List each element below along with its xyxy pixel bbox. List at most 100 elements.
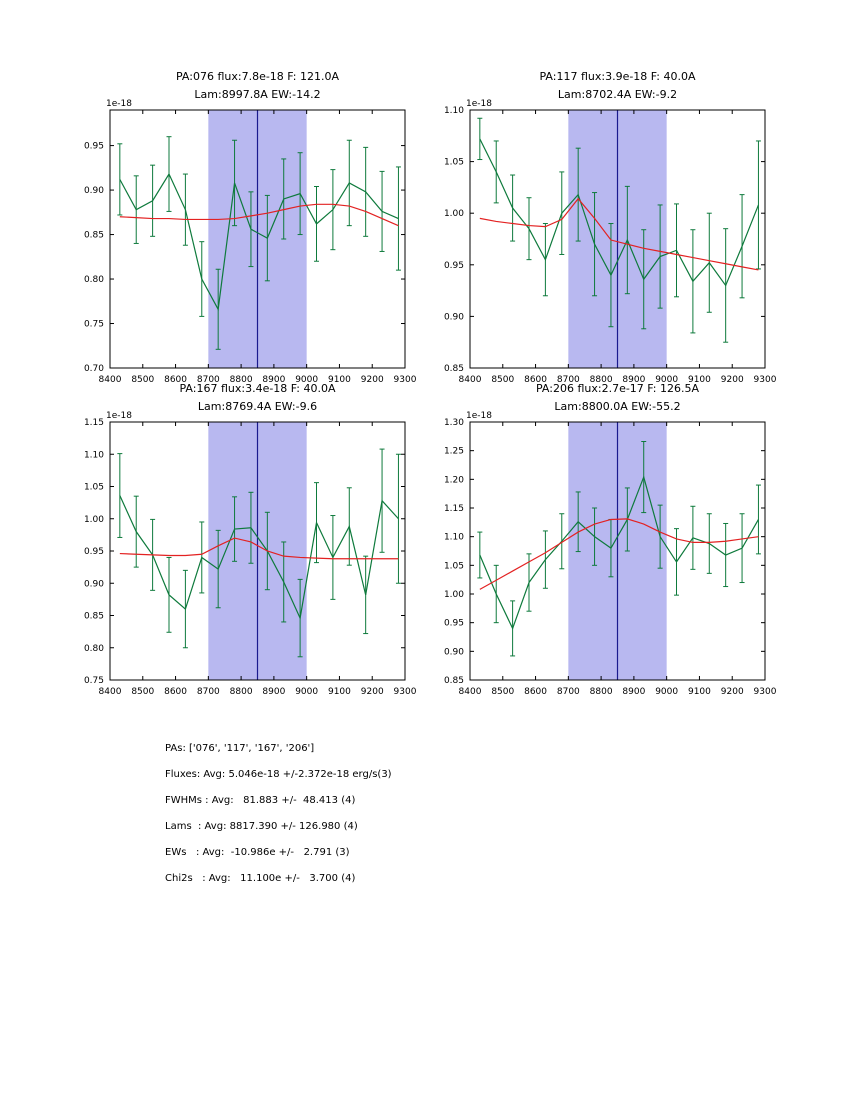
- x-tick-label: 9100: [328, 375, 351, 385]
- y-tick-label: 1.15: [444, 504, 464, 514]
- x-tick-label: 9300: [394, 687, 417, 697]
- summary-line-chi2s: Chi2s : Avg: 11.100e +/- 3.700 (4): [165, 873, 356, 884]
- subplot-pa-167: 8400 8500 8600 8700 8800 8900 9000 9100 9200 9300…: [84, 382, 417, 697]
- x-tick-label: 8900: [262, 375, 285, 385]
- y-axis-offset-label: 1e-18: [106, 99, 132, 109]
- x-tick-label: 8900: [622, 687, 645, 697]
- y-tick-label: 0.90: [84, 579, 104, 589]
- subplot-title-line1: PA:117 flux:3.9e-18 F: 40.0A: [540, 70, 696, 83]
- x-tick-label: 8400: [99, 687, 122, 697]
- x-tick-label: 8800: [590, 687, 613, 697]
- x-tick-label: 8600: [524, 375, 547, 385]
- summary-line-fwhms: FWHMs : Avg: 81.883 +/- 48.413 (4): [165, 795, 356, 806]
- x-tick-label: 8900: [622, 375, 645, 385]
- axes-frame: [469, 421, 766, 681]
- x-tick-label: 9000: [295, 375, 318, 385]
- y-tick-label: 0.75: [84, 320, 104, 330]
- y-tick-label: 1.10: [444, 533, 464, 543]
- y-tick-label: 0.80: [84, 644, 104, 654]
- subplot-pa-206: 8400 8500 8600 8700 8800 8900 9000 9100 9200 9300…: [444, 382, 777, 697]
- subplot-pa-076: 8400 8500 8600 8700 8800 8900 9000 9100 9200 9300…: [84, 70, 417, 385]
- fit-line: [479, 197, 759, 271]
- x-tick-label: 8500: [491, 687, 514, 697]
- y-tick-label: 1.25: [444, 447, 464, 457]
- subplot-title-line1: PA:167 flux:3.4e-18 F: 40.0A: [180, 382, 336, 395]
- subplot-title-line2: Lam:8769.4A EW:-9.6: [198, 400, 317, 413]
- x-tick-label: 8700: [557, 687, 580, 697]
- y-axis-offset-label: 1e-18: [466, 99, 492, 109]
- y-tick-label: 0.90: [84, 186, 104, 196]
- subplot-title-line2: Lam:8997.8A EW:-14.2: [194, 88, 320, 101]
- subplot-title-line2: Lam:8800.0A EW:-55.2: [554, 400, 680, 413]
- x-tick-label: 9100: [328, 687, 351, 697]
- summary-line-ews: EWs : Avg: -10.986e +/- 2.791 (3): [165, 847, 350, 858]
- x-tick-label: 9200: [361, 687, 384, 697]
- y-tick-label: 1.05: [84, 483, 104, 493]
- y-tick-label: 1.00: [84, 515, 104, 525]
- x-tick-label: 8600: [164, 687, 187, 697]
- subplot-title-line1: PA:206 flux:2.7e-17 F: 126.5A: [536, 382, 699, 395]
- x-tick-label: 8400: [459, 687, 482, 697]
- x-tick-label: 9000: [655, 687, 678, 697]
- x-tick-label: 8900: [262, 687, 285, 697]
- y-tick-label: 0.90: [444, 312, 464, 322]
- spectrum-line: [119, 495, 399, 621]
- y-tick-label: 0.95: [84, 142, 104, 152]
- y-tick-label: 0.95: [84, 547, 104, 557]
- x-tick-label: 8800: [230, 375, 253, 385]
- x-tick-label: 9000: [295, 687, 318, 697]
- y-tick-label: 0.85: [84, 231, 104, 241]
- y-tick-label: 1.00: [444, 209, 464, 219]
- y-tick-label: 1.10: [84, 450, 104, 460]
- y-tick-label: 0.95: [444, 619, 464, 629]
- y-tick-label: 1.00: [444, 590, 464, 600]
- y-tick-label: 0.75: [84, 676, 104, 686]
- y-tick-label: 0.85: [84, 612, 104, 622]
- summary-line-pas: PAs: ['076', '117', '167', '206']: [165, 743, 315, 754]
- x-tick-label: 8800: [230, 687, 253, 697]
- y-tick-label: 1.30: [444, 418, 464, 428]
- x-tick-label: 9200: [721, 687, 744, 697]
- x-tick-label: 8500: [131, 375, 154, 385]
- y-axis-offset-label: 1e-18: [106, 411, 132, 421]
- x-tick-label: 9300: [394, 375, 417, 385]
- fit-line: [119, 537, 399, 560]
- y-tick-label: 0.85: [444, 676, 464, 686]
- y-tick-label: 1.10: [444, 106, 464, 116]
- spectrum-line: [479, 475, 759, 630]
- x-tick-label: 8600: [164, 375, 187, 385]
- spectrum-line: [119, 172, 399, 312]
- x-tick-label: 8700: [197, 687, 220, 697]
- x-tick-label: 9000: [655, 375, 678, 385]
- x-tick-label: 9300: [754, 375, 777, 385]
- summary-text-block: PAs: ['076', '117', '167', '206'] Fluxes…: [165, 741, 392, 897]
- y-tick-label: 0.80: [84, 275, 104, 285]
- x-tick-label: 8700: [557, 375, 580, 385]
- fit-line: [119, 203, 399, 227]
- axes-frame: [469, 109, 766, 369]
- x-tick-label: 8800: [590, 375, 613, 385]
- y-tick-label: 1.20: [444, 475, 464, 485]
- y-tick-label: 0.90: [444, 647, 464, 657]
- axes-frame: [109, 109, 406, 369]
- y-tick-label: 1.05: [444, 158, 464, 168]
- fit-line: [479, 518, 759, 590]
- y-tick-label: 0.85: [444, 364, 464, 374]
- subplot-title-line1: PA:076 flux:7.8e-18 F: 121.0A: [176, 70, 339, 83]
- y-tick-label: 0.95: [444, 261, 464, 271]
- x-tick-label: 9200: [361, 375, 384, 385]
- x-tick-label: 8400: [99, 375, 122, 385]
- x-tick-label: 8500: [131, 687, 154, 697]
- y-tick-label: 1.05: [444, 561, 464, 571]
- x-tick-label: 8400: [459, 375, 482, 385]
- x-tick-label: 9100: [688, 375, 711, 385]
- x-tick-label: 9200: [721, 375, 744, 385]
- summary-line-fluxes: Fluxes: Avg: 5.046e-18 +/-2.372e-18 erg/…: [165, 769, 392, 780]
- x-tick-label: 8600: [524, 687, 547, 697]
- x-tick-label: 8700: [197, 375, 220, 385]
- y-axis-offset-label: 1e-18: [466, 411, 492, 421]
- y-tick-label: 1.15: [84, 418, 104, 428]
- summary-line-lams: Lams : Avg: 8817.390 +/- 126.980 (4): [165, 821, 358, 832]
- x-tick-label: 8500: [491, 375, 514, 385]
- subplot-pa-117: 8400 8500 8600 8700 8800 8900 9000 9100 9200 9300…: [444, 70, 777, 385]
